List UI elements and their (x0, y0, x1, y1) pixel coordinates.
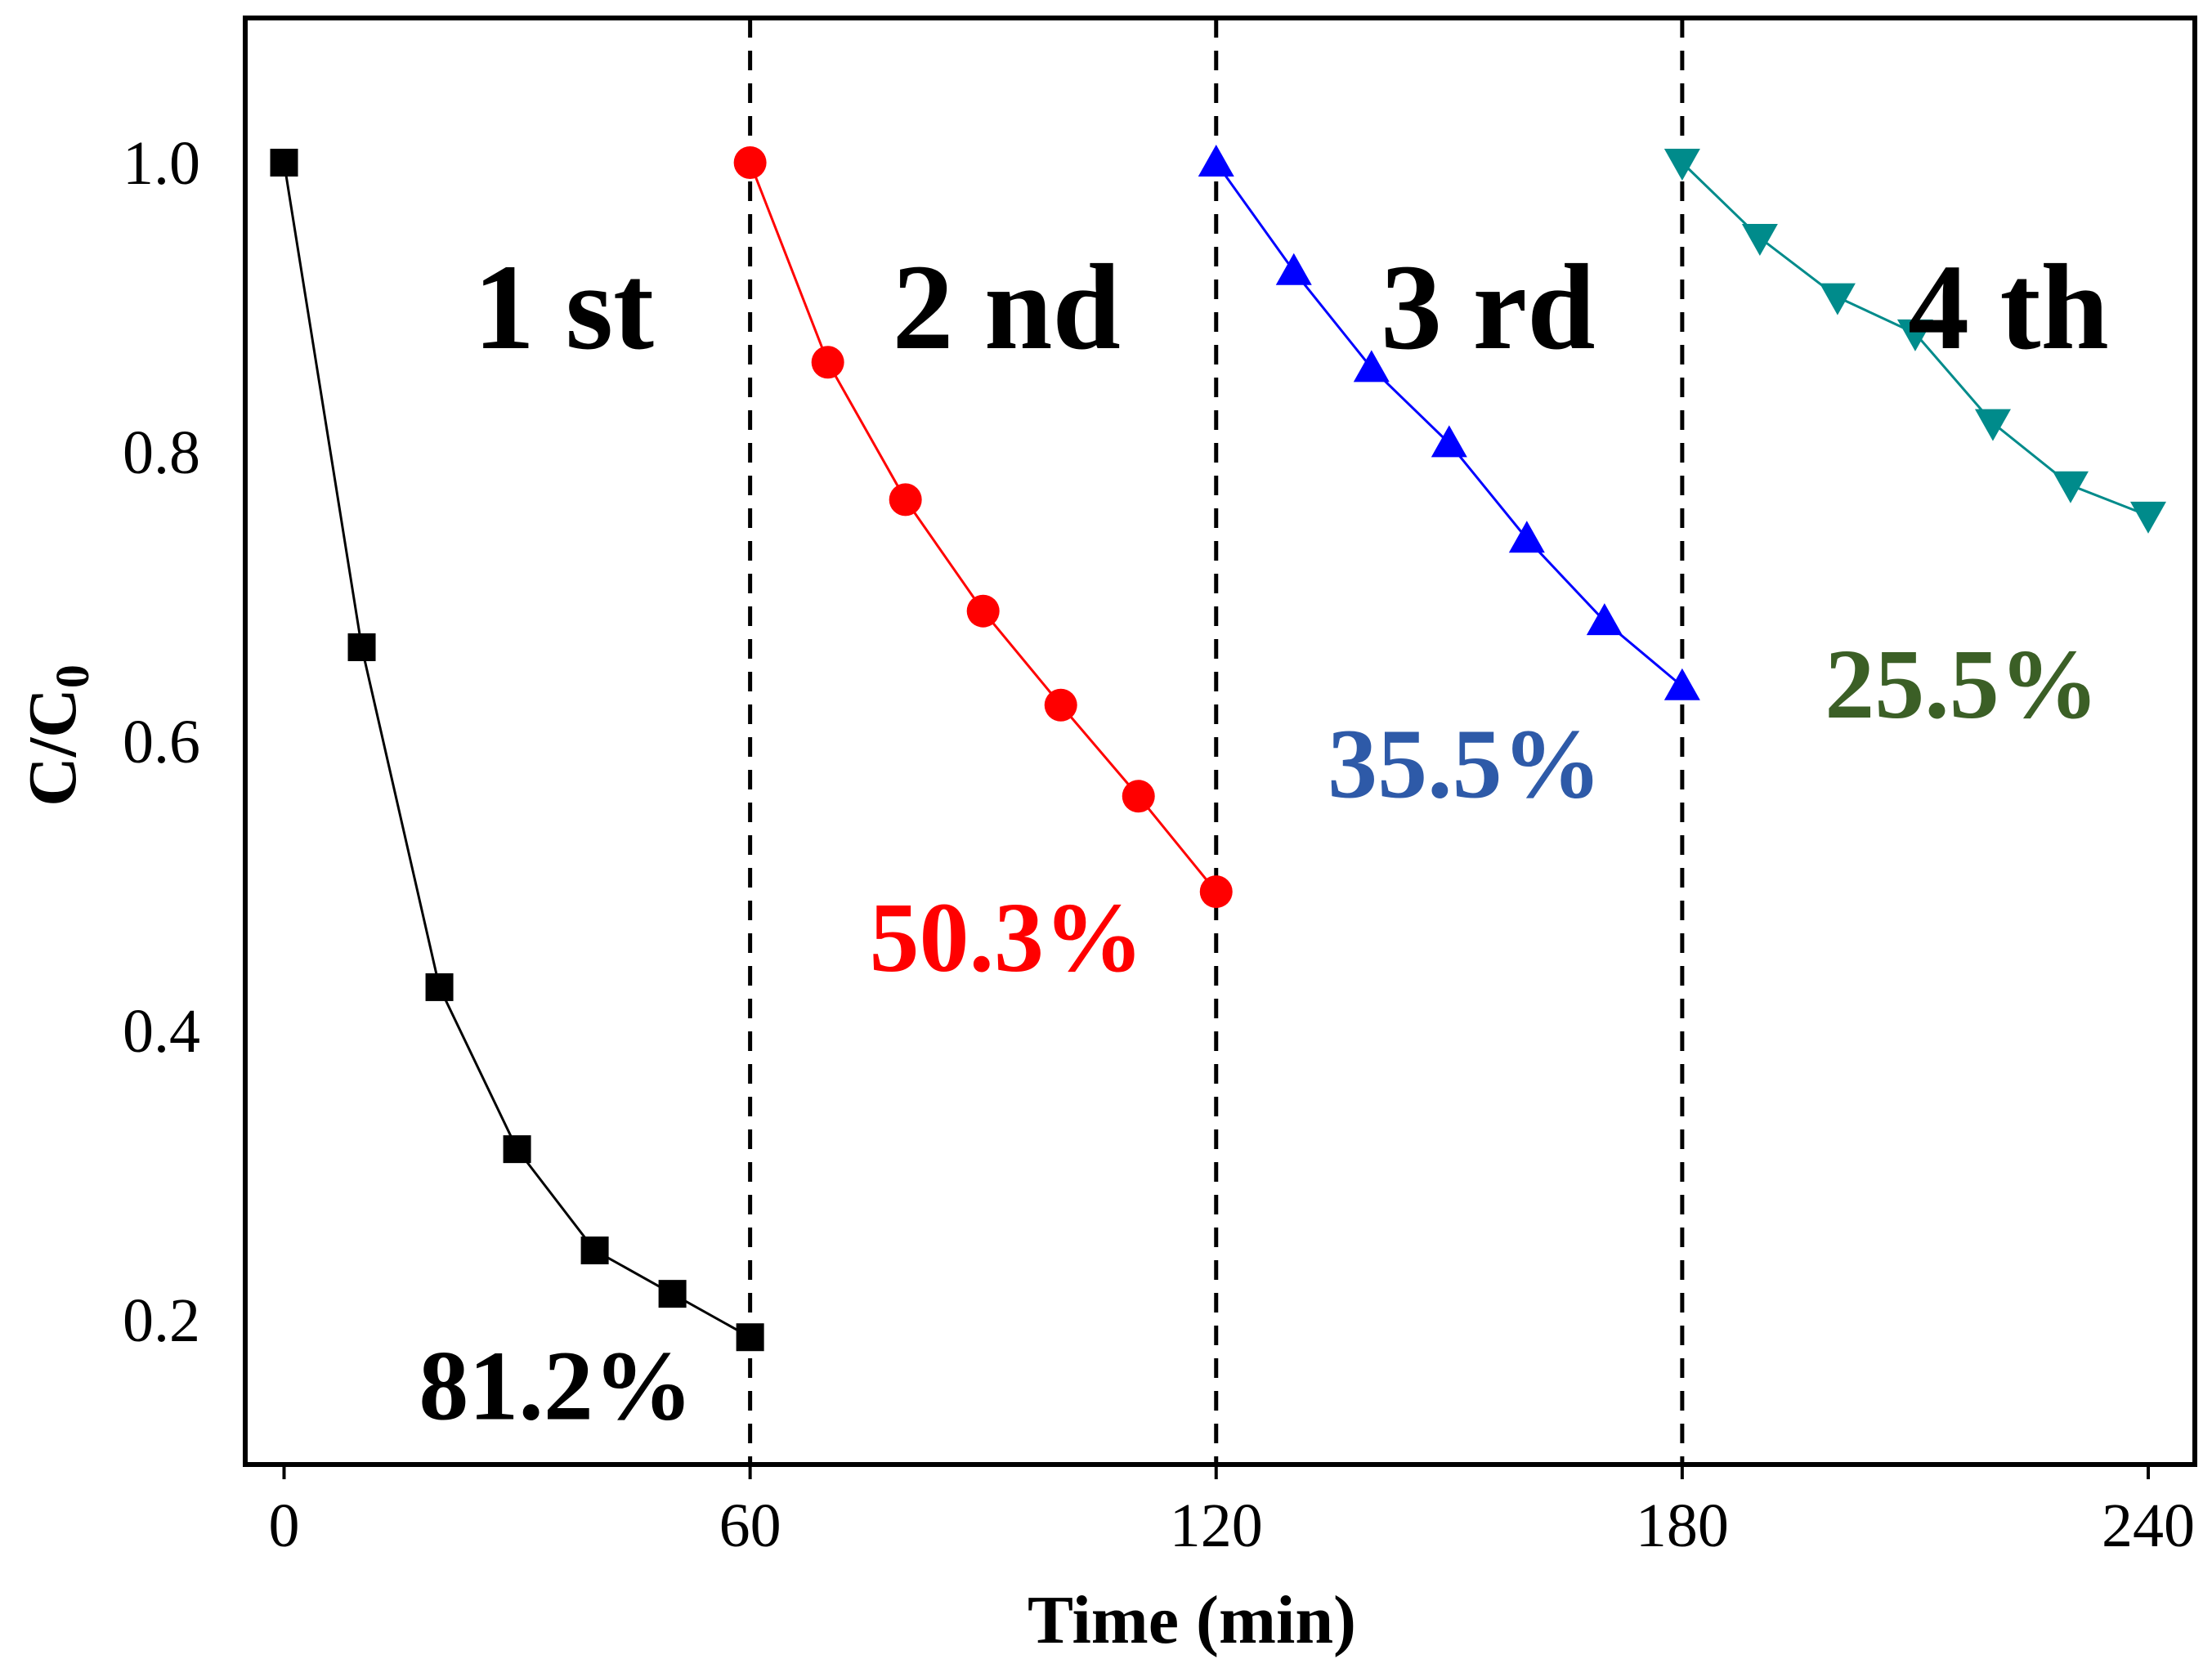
data-point (1508, 521, 1545, 553)
y-axis-title-subscript: 0 (46, 664, 99, 688)
removal-percent-4: 25.5% (1825, 629, 2099, 740)
ticks-layer: 0 60 120 180 240 0.2 0.4 0.6 0.8 1.0 (123, 129, 2195, 1560)
data-point (889, 483, 922, 517)
y-tick-label: 0.4 (123, 997, 200, 1066)
cycle-dividers (748, 18, 1685, 1465)
data-point (1586, 603, 1623, 636)
data-point (2052, 471, 2089, 503)
x-axis-title: Time (min) (1028, 1582, 1356, 1658)
data-point (966, 594, 1000, 628)
data-point (1431, 425, 1467, 458)
y-tick-label: 0.8 (123, 418, 200, 487)
series-3 (1198, 145, 1700, 700)
data-point (811, 346, 844, 379)
data-point (733, 146, 767, 179)
x-tick-label: 60 (719, 1491, 781, 1560)
x-tick-label: 120 (1170, 1491, 1263, 1560)
cycle-label-2: 2 nd (893, 239, 1121, 375)
cycle-label-4: 4 th (1908, 239, 2109, 375)
series-1 (270, 149, 764, 1352)
x-tick-label: 0 (269, 1491, 300, 1560)
data-point (1819, 283, 1856, 315)
y-tick-label: 1.0 (123, 129, 200, 198)
series-4 (1663, 149, 2166, 534)
data-point (425, 973, 454, 1001)
data-point (503, 1135, 531, 1164)
data-point (1663, 668, 1700, 700)
y-tick-label: 0.2 (123, 1286, 200, 1355)
removal-percent-2: 50.3% (869, 883, 1144, 993)
removal-percent-1: 81.2% (419, 1331, 693, 1442)
data-point (580, 1237, 609, 1265)
series-2 (733, 146, 1233, 909)
y-axis-title-main: C/C (15, 688, 91, 807)
data-point (736, 1323, 764, 1352)
data-point (347, 633, 376, 661)
annotation-layer: 1 st 81.2% 2 nd 50.3% 3 rd 35.5% 4 th 25.5% (419, 239, 2109, 1442)
data-point (270, 149, 298, 177)
data-point (1741, 224, 1778, 257)
series-layer (270, 145, 2166, 1352)
data-point (1198, 145, 1234, 177)
data-point (1199, 875, 1233, 909)
data-point (2129, 501, 2166, 534)
y-tick-label: 0.6 (123, 708, 200, 776)
removal-percent-3: 35.5% (1328, 709, 1602, 820)
data-point (1044, 688, 1077, 722)
data-point (1896, 319, 1933, 351)
data-point (1663, 149, 1700, 181)
data-point (1122, 780, 1155, 813)
y-axis-title: C/C0 (15, 664, 99, 807)
plot-frame (243, 16, 2197, 1467)
data-point (1275, 253, 1312, 285)
x-tick-label: 240 (2102, 1491, 2195, 1560)
data-point (1353, 350, 1390, 382)
x-tick-label: 180 (1636, 1491, 1729, 1560)
cycle-label-3: 3 rd (1381, 239, 1596, 375)
data-point (1974, 409, 2011, 441)
data-point (658, 1280, 687, 1308)
cycle-label-1: 1 st (473, 239, 654, 375)
